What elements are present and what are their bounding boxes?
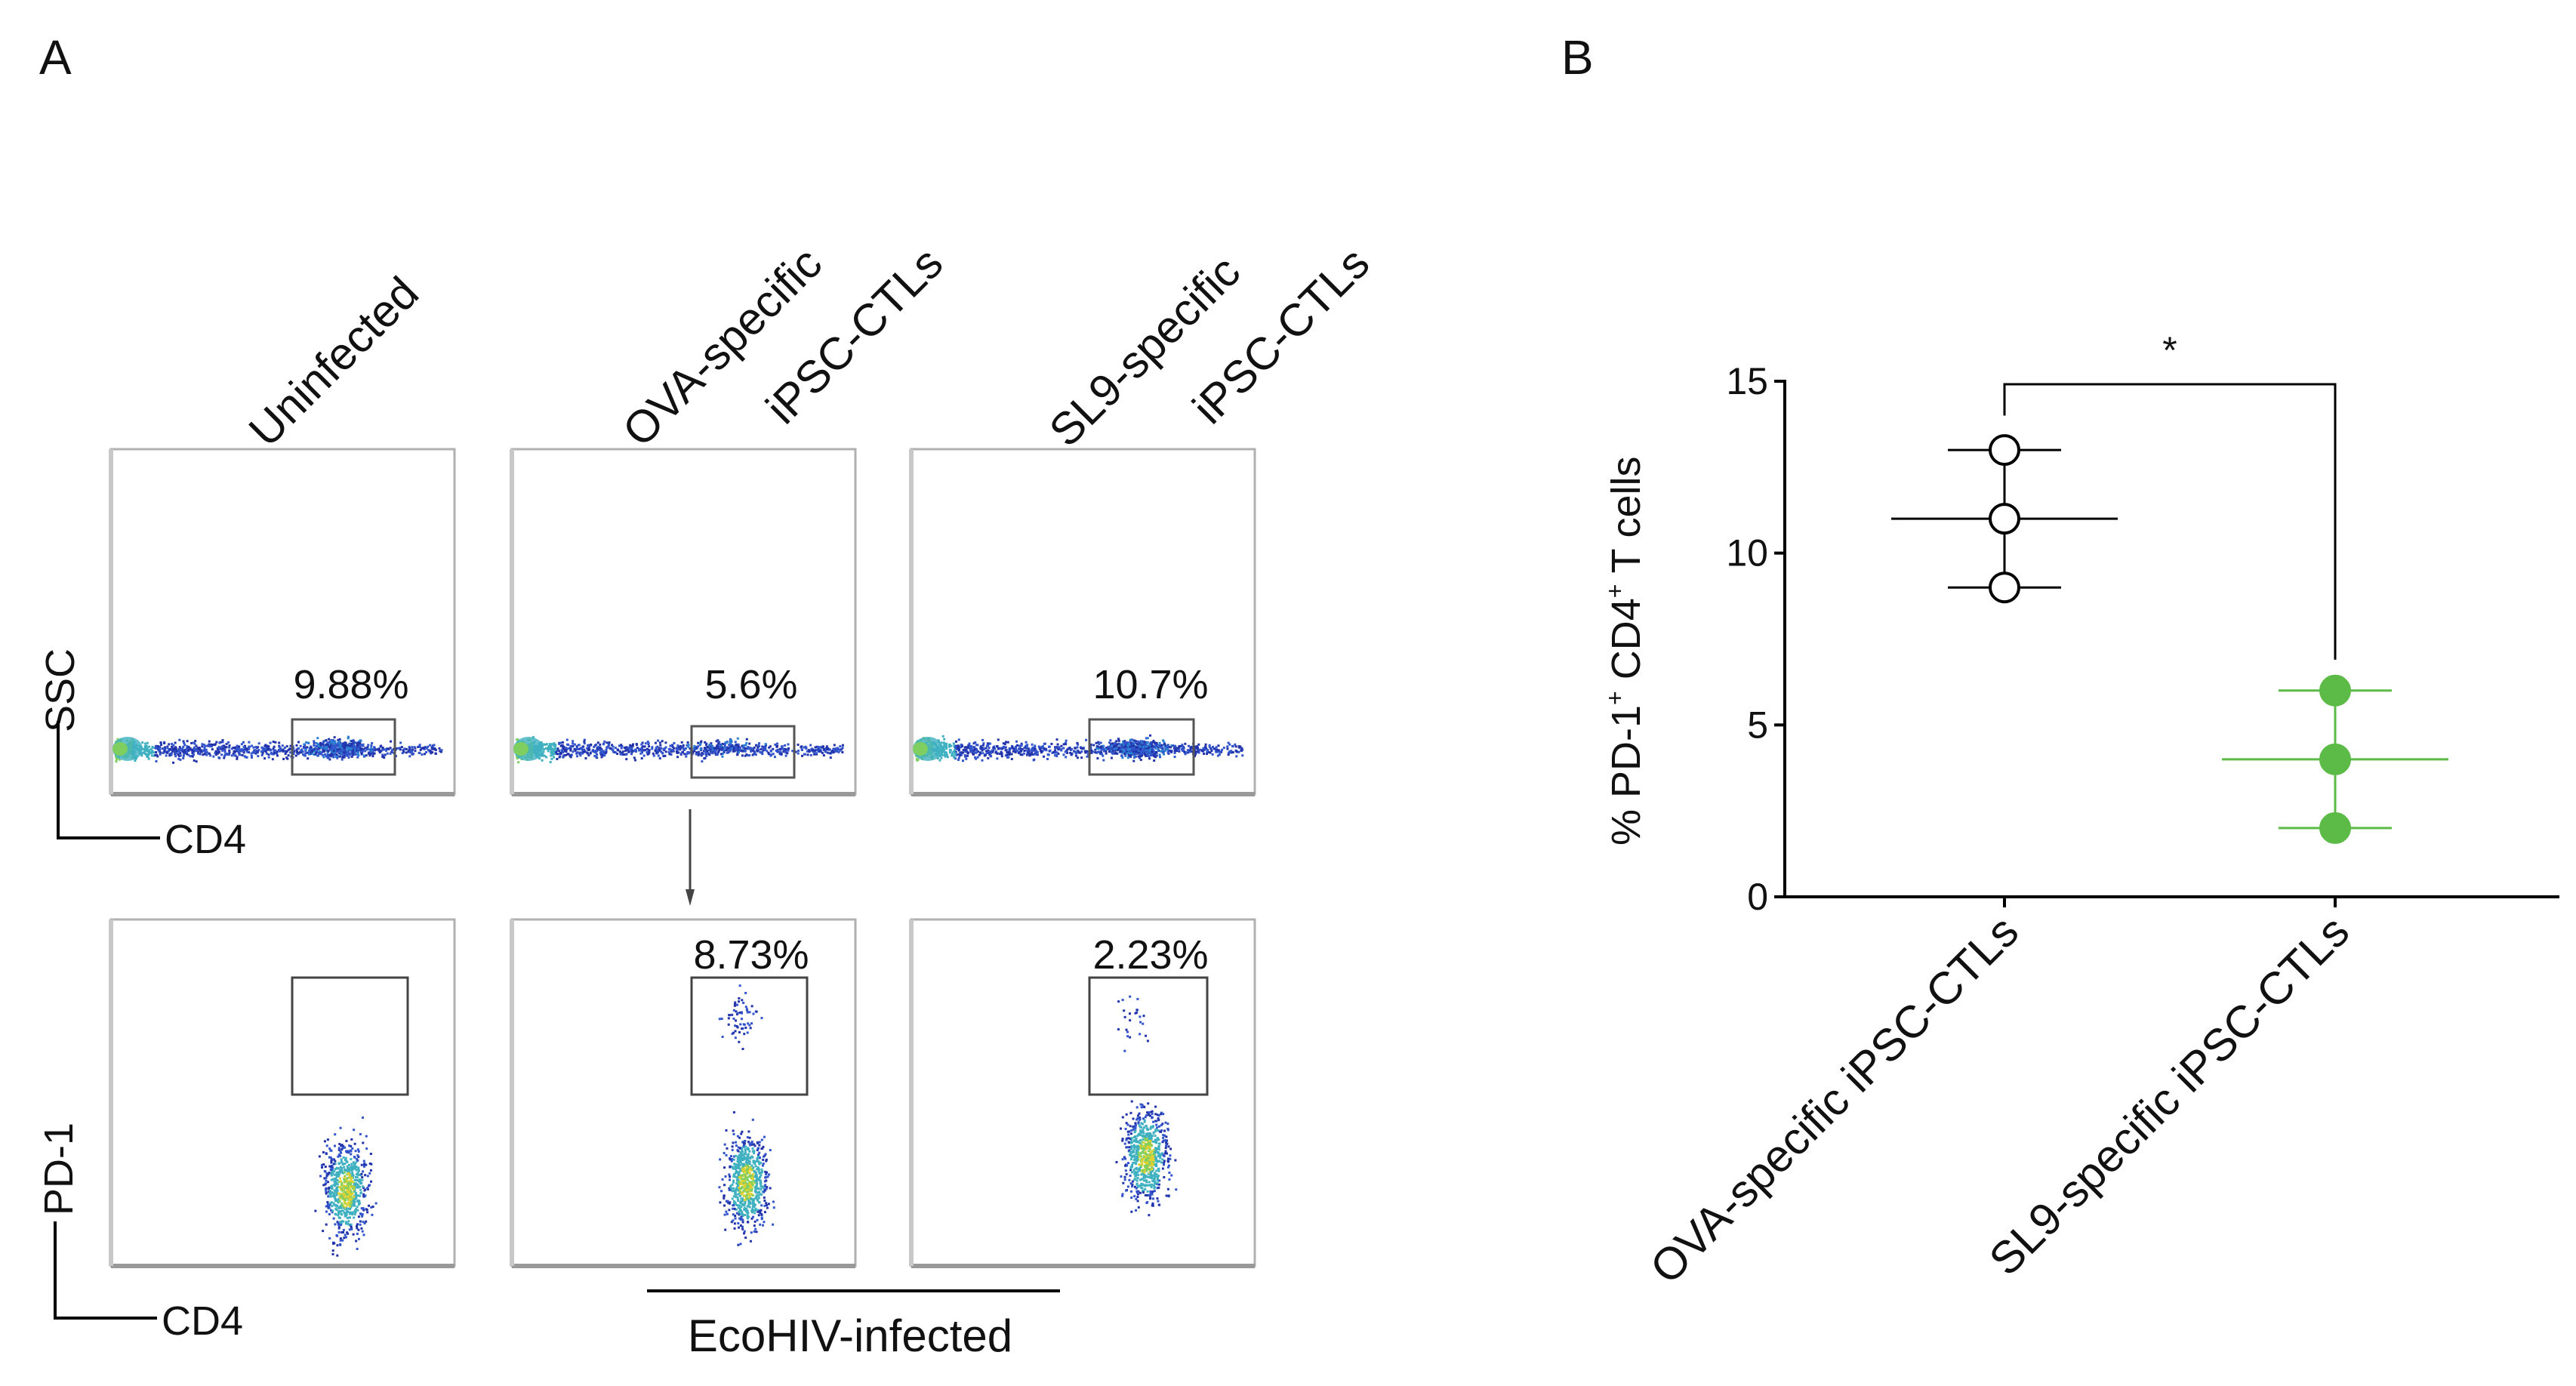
gate bbox=[1088, 718, 1195, 776]
data-point bbox=[1989, 571, 2020, 604]
gate-percent: 10.7% bbox=[1092, 662, 1208, 707]
significance-bracket bbox=[2003, 383, 2337, 660]
data-point bbox=[1989, 434, 2020, 467]
gate-percent: 9.88% bbox=[293, 662, 408, 707]
series-1 bbox=[2222, 674, 2448, 844]
bottom-axis-key: PD-1 CD4 bbox=[36, 1123, 243, 1344]
top-axis-key: SSC CD4 bbox=[38, 648, 246, 862]
y-tick-label: 10 bbox=[1726, 532, 1768, 574]
column-header-line: Uninfected bbox=[239, 267, 428, 456]
flow-plot bbox=[909, 918, 1256, 1268]
ssc-axis-label: SSC bbox=[38, 648, 83, 732]
y-tick-label: 15 bbox=[1726, 360, 1768, 402]
flow-plot bbox=[510, 918, 857, 1268]
column-header-sl9: SL9-specific iPSC-CTLs bbox=[1040, 238, 1379, 457]
gate bbox=[291, 718, 396, 776]
significance-star: * bbox=[2162, 329, 2177, 371]
event-dots bbox=[718, 984, 775, 1246]
gating-arrow bbox=[686, 809, 695, 906]
gate bbox=[690, 976, 809, 1096]
gate-percent: 2.23% bbox=[1092, 932, 1208, 978]
gate bbox=[690, 725, 796, 779]
flow-plot bbox=[510, 448, 857, 796]
flow-plot bbox=[109, 448, 456, 796]
gate bbox=[291, 976, 409, 1096]
pd1-axis-label: PD-1 bbox=[36, 1123, 82, 1215]
gate-percent: 5.6% bbox=[704, 662, 797, 707]
data-point bbox=[2319, 743, 2351, 775]
event-dots bbox=[513, 736, 844, 764]
panel-a-label: A bbox=[39, 30, 72, 85]
event-dots bbox=[314, 1116, 377, 1257]
cd4-axis-label: CD4 bbox=[162, 1298, 243, 1344]
column-header-uninfected: Uninfected bbox=[239, 267, 428, 456]
flow-plots bbox=[109, 448, 1256, 1268]
gate-percent: 8.73% bbox=[693, 932, 809, 978]
data-point bbox=[2319, 812, 2351, 844]
plot-frame bbox=[910, 448, 1256, 796]
data-point bbox=[2319, 674, 2351, 707]
plot-frame bbox=[109, 918, 456, 1267]
y-tick-label: 0 bbox=[1747, 876, 1768, 918]
series-0 bbox=[1891, 434, 2118, 604]
cd4-axis-label: CD4 bbox=[165, 817, 246, 862]
data-point bbox=[1989, 503, 2020, 535]
scatter-chart: 0 5 10 15 OVA-specific iPSC-CTLsSL9-specific… bbox=[1641, 329, 2559, 1293]
plot-frame bbox=[510, 448, 857, 796]
column-header-ova: OVA-specific iPSC-CTLs bbox=[613, 238, 953, 457]
y-axis-label: % PD-1+ CD4+ T cells bbox=[1601, 456, 1649, 845]
event-dots bbox=[112, 735, 443, 764]
plot-frame bbox=[109, 448, 456, 796]
event-dots bbox=[913, 734, 1244, 762]
flow-plot bbox=[909, 448, 1256, 796]
panel-b-label: B bbox=[1561, 30, 1594, 85]
event-dots bbox=[1115, 995, 1178, 1217]
group-label: EcoHIV-infected bbox=[688, 1311, 1012, 1361]
x-tick-label: SL9-specific iPSC-CTLs bbox=[1980, 906, 2359, 1285]
flow-plot bbox=[109, 918, 456, 1268]
x-tick-label: OVA-specific iPSC-CTLs bbox=[1641, 906, 2028, 1293]
y-tick-label: 5 bbox=[1747, 704, 1768, 746]
gate bbox=[1088, 976, 1209, 1096]
